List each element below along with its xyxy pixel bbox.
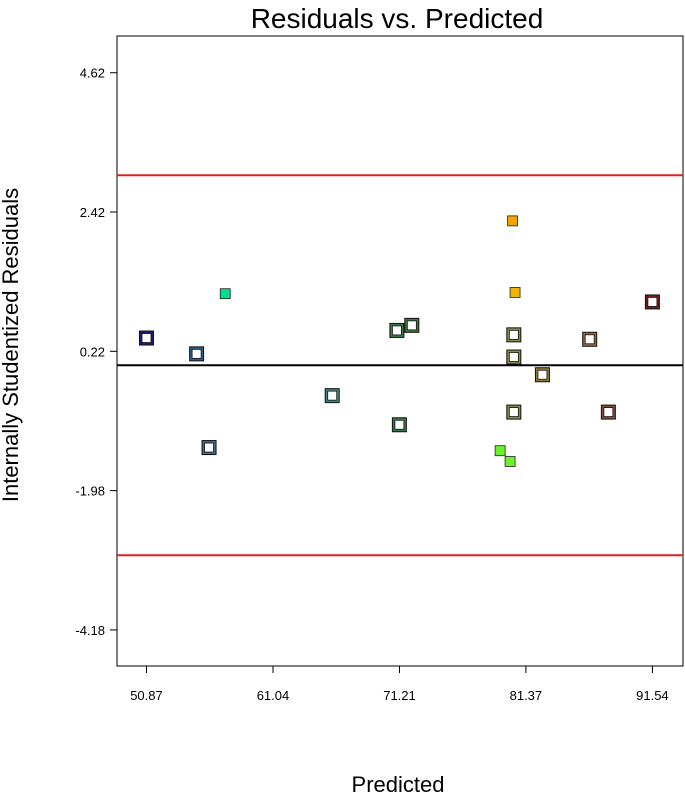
x-tick-label: 71.21 xyxy=(383,688,416,703)
reference-lines xyxy=(117,174,683,557)
data-point xyxy=(509,287,521,298)
x-axis: 50.87 61.04 71.21 81.37 91.54 xyxy=(130,666,669,703)
data-point xyxy=(138,330,154,346)
data-point xyxy=(506,404,522,420)
data-points xyxy=(138,215,660,467)
data-point xyxy=(189,346,205,362)
data-point xyxy=(504,456,516,467)
chart-title: Residuals vs. Predicted xyxy=(251,3,544,34)
data-point xyxy=(404,317,420,333)
data-point xyxy=(600,404,616,420)
y-tick-label: -1.98 xyxy=(75,484,105,499)
x-axis-title: Predicted xyxy=(352,772,445,795)
data-point xyxy=(582,331,598,347)
y-tick-label: 4.62 xyxy=(80,66,105,81)
data-point xyxy=(201,440,217,456)
data-point xyxy=(506,349,522,365)
data-point xyxy=(389,322,405,338)
y-axis-title: Internally Studentized Residuals xyxy=(0,188,23,502)
y-tick-label: 2.42 xyxy=(80,205,105,220)
data-point xyxy=(219,288,231,300)
y-axis: 4.62 2.42 0.22 -1.98 -4.18 xyxy=(75,66,117,638)
y-tick-label: 0.22 xyxy=(80,344,105,359)
data-point xyxy=(644,294,660,310)
y-tick-label: -4.18 xyxy=(75,623,105,638)
data-point xyxy=(494,445,506,457)
data-point xyxy=(324,388,340,404)
x-tick-label: 81.37 xyxy=(510,688,543,703)
data-point xyxy=(391,417,407,433)
data-point xyxy=(506,327,522,343)
x-tick-label: 61.04 xyxy=(257,688,290,703)
data-point xyxy=(507,215,518,227)
x-tick-label: 50.87 xyxy=(130,688,163,703)
data-point xyxy=(534,367,550,383)
x-tick-label: 91.54 xyxy=(636,688,669,703)
